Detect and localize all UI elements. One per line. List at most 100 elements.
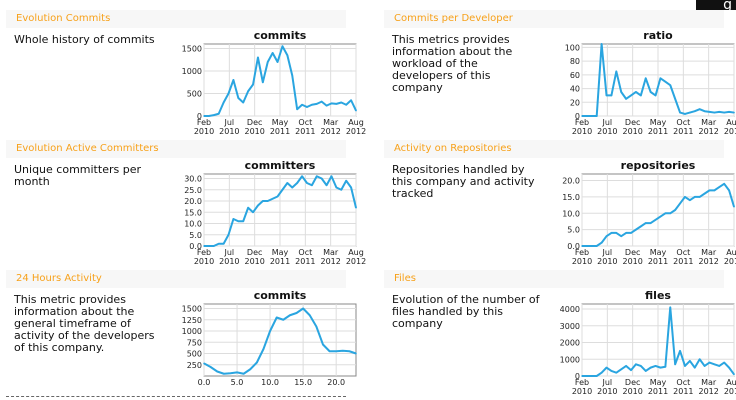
data-point	[208, 115, 210, 117]
x-tick-label: 2010	[572, 127, 592, 136]
x-tick-label: 2010	[194, 127, 214, 136]
x-tick-label: 2012	[724, 387, 736, 396]
x-tick-label: Oct	[298, 248, 312, 257]
x-tick-label: 2011	[295, 127, 315, 136]
x-tick-label: 2012	[724, 257, 736, 266]
x-tick-label: Jul	[602, 118, 613, 127]
data-point	[718, 186, 721, 188]
chart-commits-per-developer: ratio020406080100Feb2010Jul2010Dec2010Ma…	[565, 29, 736, 136]
y-tick-label: 1250	[182, 316, 202, 325]
x-tick-label: 2010	[622, 257, 642, 266]
series-line	[582, 182, 735, 247]
series-line	[204, 175, 357, 247]
data-point	[600, 43, 603, 45]
data-point	[320, 100, 323, 103]
data-point	[330, 102, 333, 105]
x-tick-label: 2010	[219, 127, 239, 136]
data-point	[684, 196, 686, 198]
data-point	[728, 189, 730, 192]
data-point	[227, 233, 230, 236]
data-point	[229, 372, 232, 375]
x-tick-label: May	[650, 248, 667, 257]
data-point	[733, 111, 735, 114]
panel-title: Commits per Developer	[384, 10, 724, 28]
data-point	[355, 109, 357, 112]
data-point	[600, 241, 603, 244]
data-point	[301, 175, 303, 178]
data-point	[635, 91, 637, 93]
y-tick-label: 0	[575, 112, 580, 121]
x-tick-label: 2010	[219, 257, 239, 266]
data-point	[713, 363, 716, 366]
data-point	[315, 325, 318, 328]
data-point	[237, 220, 240, 223]
chart-evolution-commits: commits050010001500Feb2010Jul2010Dec2010…	[182, 29, 366, 136]
x-tick-label: 2011	[270, 257, 290, 266]
x-tick-label: Dec	[625, 118, 640, 127]
panel-description: This metric provides information about t…	[14, 293, 155, 354]
data-point	[217, 112, 220, 115]
x-tick-label: 2011	[673, 257, 693, 266]
x-tick-label: 2011	[673, 387, 693, 396]
data-point	[262, 348, 265, 350]
data-point	[247, 206, 249, 209]
panel-title: 24 Hours Activity	[6, 270, 346, 288]
data-point	[227, 92, 230, 95]
data-point	[595, 115, 598, 117]
data-point	[315, 103, 318, 105]
y-tick-label: 20.0	[562, 177, 580, 186]
data-point	[605, 94, 608, 97]
data-point	[698, 358, 701, 361]
data-point	[703, 192, 706, 195]
data-point	[340, 188, 343, 191]
x-tick-label: 2012	[698, 387, 718, 396]
y-tick-label: 4000	[560, 305, 580, 314]
y-tick-label: 20.0	[184, 197, 202, 206]
panel-description: Repositories handled by this company and…	[392, 163, 535, 200]
data-point	[649, 222, 652, 224]
y-tick-label: 500	[187, 350, 202, 359]
x-tick-label: Aug	[348, 118, 364, 127]
data-point	[620, 235, 623, 237]
x-tick-label: 2011	[648, 127, 668, 136]
data-point	[276, 195, 279, 198]
divider	[6, 396, 346, 397]
y-tick-label: 60	[570, 71, 580, 80]
y-tick-label: 1500	[182, 305, 202, 314]
data-point	[669, 212, 672, 215]
data-point	[320, 177, 323, 180]
y-tick-label: 20	[570, 98, 580, 107]
y-tick-label: 80	[570, 57, 580, 66]
panel-evolution-commits: Evolution Commits Whole history of commi…	[6, 10, 366, 136]
data-point	[308, 314, 311, 317]
data-point	[659, 77, 662, 80]
x-tick-label: Mar	[701, 248, 717, 257]
data-point	[296, 182, 298, 184]
data-point	[350, 99, 352, 102]
data-point	[311, 184, 313, 187]
data-point	[664, 212, 667, 215]
x-tick-label: 2010	[597, 257, 617, 266]
corner-logo-text: g	[723, 0, 732, 10]
data-point	[723, 183, 725, 185]
y-tick-label: 100	[565, 43, 580, 52]
data-point	[335, 186, 338, 189]
data-point	[216, 370, 219, 373]
x-tick-label: 2012	[698, 127, 718, 136]
x-tick-label: Feb	[197, 248, 211, 257]
data-point	[615, 70, 618, 73]
data-point	[630, 232, 632, 234]
x-tick-label: 20.0	[327, 378, 345, 387]
data-point	[262, 200, 264, 202]
data-point	[286, 182, 289, 184]
data-point	[330, 175, 333, 178]
data-point	[610, 370, 613, 372]
chart-title: commits	[254, 29, 307, 42]
data-point	[213, 245, 215, 247]
data-point	[289, 314, 291, 317]
data-point	[718, 111, 721, 113]
y-tick-label: 500	[187, 90, 202, 99]
data-point	[698, 196, 701, 198]
data-point	[237, 97, 240, 99]
panel-description: Whole history of commits	[14, 33, 155, 46]
